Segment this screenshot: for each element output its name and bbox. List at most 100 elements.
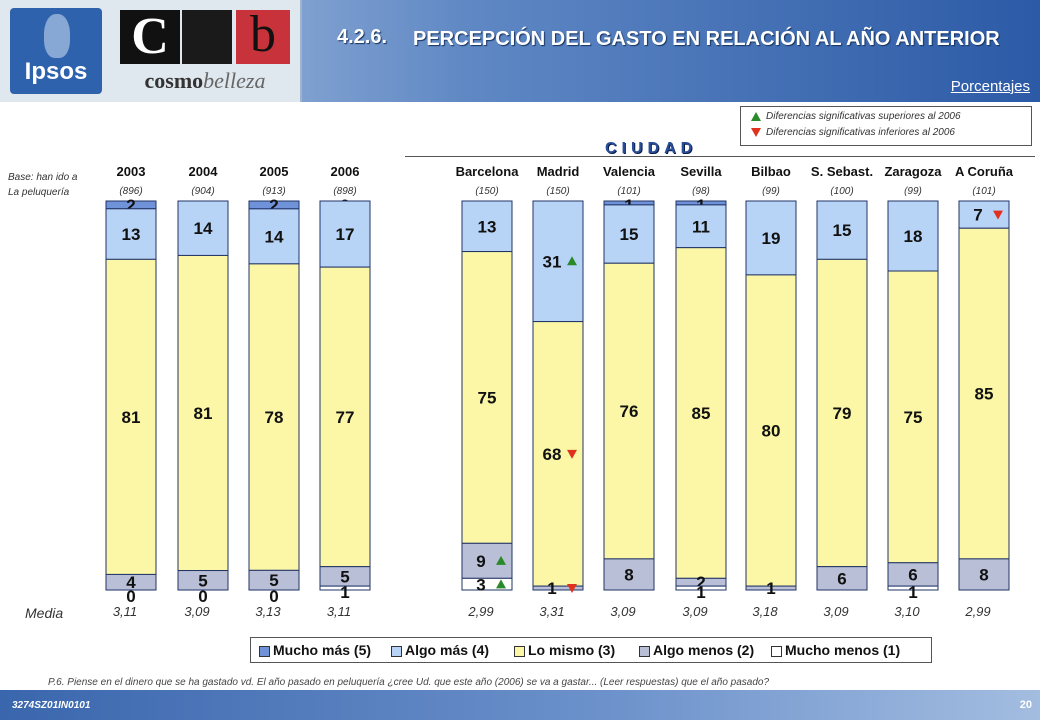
data-label: 5	[340, 567, 349, 586]
data-label: 2	[696, 573, 705, 592]
porcentajes-label: Porcentajes	[950, 78, 1030, 95]
data-label: 1	[766, 579, 775, 598]
data-label: 76	[620, 402, 639, 421]
data-label: 80	[762, 422, 781, 441]
chart-legend: Mucho más (5) Algo más (4) Lo mismo (3) …	[250, 637, 932, 663]
data-label: 17	[336, 225, 355, 244]
bar-segment-mucho-menos-1	[675, 585, 727, 591]
legend-label: Mucho más (5)	[273, 642, 372, 658]
data-label: 3	[476, 575, 485, 594]
bar-segment-lo-mismo-3	[675, 247, 727, 579]
media-value: 3,09	[610, 604, 635, 619]
cosmobelleza-logo: C b cosmobelleza	[120, 9, 290, 96]
significance-down-icon	[993, 210, 1003, 220]
logo-wordmark-a: cosmo	[144, 68, 204, 93]
data-label: 7	[973, 206, 982, 225]
ipsos-logo-text: Ipsos	[24, 58, 88, 85]
logo-letter-c: C	[120, 10, 180, 64]
category-label-valencia: Valencia	[603, 164, 656, 179]
bar-segment-lo-mismo-3	[105, 258, 157, 575]
category-label-2003: 2003	[117, 164, 146, 179]
data-label: 2	[269, 196, 278, 215]
logo-area: Ipsos C b cosmobelleza	[0, 0, 302, 102]
category-label-a-coruna: A Coruña	[955, 164, 1014, 179]
data-label: 8	[979, 565, 988, 584]
bar-segment-lo-mismo-3	[461, 251, 513, 544]
legend-label: Mucho menos (1)	[785, 642, 901, 658]
base-count-label: (99)	[762, 186, 780, 197]
media-value: 3,09	[184, 604, 209, 619]
logo-wordmark-b: belleza	[203, 68, 266, 93]
data-label: 0	[198, 587, 207, 606]
page-title: PERCEPCIÓN DEL GASTO EN RELACIÓN AL AÑO …	[413, 28, 1000, 50]
media-label: Media	[25, 605, 64, 621]
significance-down-label: Diferencias significativas inferiores al…	[766, 127, 955, 138]
bar-segment-algo-mas-4	[816, 200, 868, 260]
section-number: 4.2.6.	[337, 26, 388, 48]
media-value: 3,11	[113, 604, 137, 619]
category-label-2006: 2006	[331, 164, 360, 179]
bar-segment-algo-menos-2	[532, 585, 584, 591]
data-label: 5	[269, 571, 278, 590]
bar-segment-algo-menos-2	[745, 585, 797, 591]
data-label: 1	[908, 583, 917, 602]
media-value: 3,13	[255, 604, 281, 619]
base-count-label: (150)	[475, 186, 498, 197]
bar-segment-algo-mas-4	[461, 200, 513, 253]
significance-up-icon	[567, 256, 577, 266]
bar-segment-algo-menos-2	[461, 542, 513, 579]
data-label: 8	[624, 565, 633, 584]
media-value: 3,09	[682, 604, 707, 619]
base-label-line1: Base: han ido a	[8, 172, 78, 183]
category-label-2004: 2004	[189, 164, 219, 179]
ipsos-logo: Ipsos	[10, 8, 102, 94]
media-value: 2,99	[964, 604, 990, 619]
media-value: 3,11	[327, 604, 351, 619]
significance-down-row: Diferencias significativas inferiores al…	[751, 126, 955, 140]
data-label: 15	[833, 221, 852, 240]
triangle-up-icon	[751, 111, 761, 121]
bar-segment-lo-mismo-3	[958, 227, 1010, 560]
category-label-zaragoza: Zaragoza	[884, 164, 942, 179]
ipsos-face-graphic	[44, 14, 70, 58]
question-text: P.6. Piense en el dinero que se ha gasta…	[48, 677, 770, 688]
significance-legend: Diferencias significativas superiores al…	[740, 106, 1032, 146]
legend-swatch	[514, 646, 525, 657]
data-label: 11	[692, 217, 710, 236]
bar-segment-lo-mismo-3	[745, 274, 797, 587]
media-value: 3,10	[894, 604, 920, 619]
data-label: 1	[696, 583, 705, 602]
bar-segment-mucho-menos-1	[319, 585, 371, 591]
data-label: 2	[126, 196, 135, 215]
data-label: 6	[837, 569, 846, 588]
significance-down-icon	[567, 449, 577, 459]
significance-up-icon	[496, 555, 506, 565]
data-label: 31	[543, 252, 562, 271]
logo-wordmark: cosmobelleza	[120, 68, 290, 94]
bar-segment-lo-mismo-3	[887, 270, 939, 564]
category-label-madrid: Madrid	[537, 164, 580, 179]
bar-segment-lo-mismo-3	[603, 262, 655, 560]
bar-segment-algo-mas-4	[958, 200, 1010, 229]
data-label: 4	[126, 573, 136, 592]
data-label: 81	[194, 404, 213, 423]
data-label: 1	[547, 579, 556, 598]
bar-segment-lo-mismo-3	[248, 263, 300, 571]
data-label: 14	[265, 227, 284, 246]
data-label: 13	[122, 225, 141, 244]
legend-label: Algo menos (2)	[653, 642, 755, 658]
page-number: 20	[1019, 699, 1032, 711]
ciudad-heading: CIUDAD	[605, 140, 698, 157]
bar-segment-lo-mismo-3	[319, 266, 371, 568]
base-count-label: (101)	[972, 186, 995, 197]
legend-swatch	[391, 646, 402, 657]
footer-bar: 3274SZ01IN0101 20	[0, 690, 1040, 720]
logo-letter-b: b	[236, 9, 290, 64]
bar-segment-algo-menos-2	[603, 558, 655, 591]
media-value: 3,18	[752, 604, 778, 619]
significance-up-row: Diferencias significativas superiores al…	[751, 110, 961, 124]
logo-dark-block	[182, 10, 232, 64]
base-count-label: (101)	[617, 186, 640, 197]
data-label: 18	[904, 227, 923, 246]
data-label: 81	[122, 408, 141, 427]
